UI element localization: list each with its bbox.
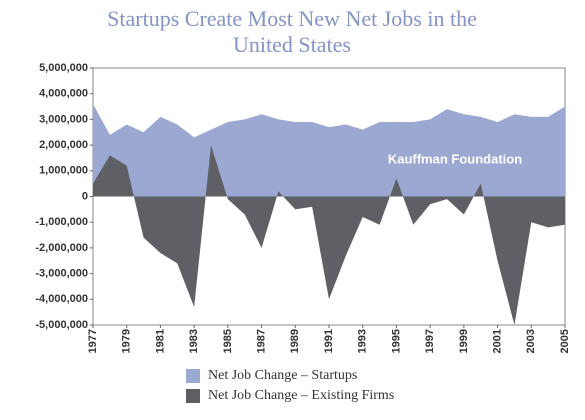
legend-marker xyxy=(186,389,200,403)
y-tick-label: 3,000,000 xyxy=(39,113,88,125)
x-tick-label: 1983 xyxy=(188,329,200,353)
y-tick-label: -1,000,000 xyxy=(35,216,88,228)
x-tick-label: 2001 xyxy=(491,329,503,353)
legend-label: Net Job Change – Existing Firms xyxy=(208,388,394,403)
x-tick-label: 1981 xyxy=(154,329,166,353)
y-tick-label: 5,000,000 xyxy=(39,62,88,74)
legend-marker xyxy=(186,369,200,383)
y-tick-label: 4,000,000 xyxy=(39,88,88,100)
y-tick-label: 0 xyxy=(82,190,88,202)
annotation: Kauffman Foundation xyxy=(388,151,522,166)
y-tick-label: -2,000,000 xyxy=(35,242,88,254)
x-tick-label: 1985 xyxy=(222,329,234,353)
area xyxy=(93,145,565,325)
x-tick-label: 1977 xyxy=(87,329,99,353)
x-tick-label: 2003 xyxy=(525,329,537,353)
x-tick-label: 1995 xyxy=(390,329,402,353)
x-tick-label: 1997 xyxy=(424,329,436,353)
y-tick-label: 2,000,000 xyxy=(39,139,88,151)
x-tick-label: 1991 xyxy=(323,329,335,353)
y-tick-label: 1,000,000 xyxy=(39,165,88,177)
x-tick-label: 1989 xyxy=(289,329,301,353)
y-tick-label: -5,000,000 xyxy=(35,319,88,331)
x-tick-label: 2005 xyxy=(559,329,571,353)
x-tick-label: 1993 xyxy=(357,329,369,353)
x-tick-label: 1999 xyxy=(458,329,470,353)
x-tick-label: 1987 xyxy=(255,329,267,353)
y-tick-label: -3,000,000 xyxy=(35,268,88,280)
y-tick-label: -4,000,000 xyxy=(35,293,88,305)
x-tick-label: 1979 xyxy=(121,329,133,353)
legend-label: Net Job Change – Startups xyxy=(208,368,357,383)
chart-title: Startups Create Most New Net Jobs in the… xyxy=(107,6,477,57)
